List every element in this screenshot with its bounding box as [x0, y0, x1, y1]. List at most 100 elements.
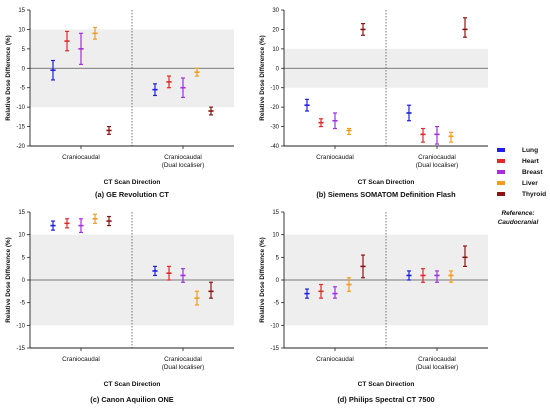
category-label: Craniocaudal (Dual localiser)	[416, 154, 459, 169]
legend-label: Lung	[522, 147, 538, 154]
reference-value: Caudocranial	[498, 219, 539, 226]
category-label-line: Craniocaudal	[62, 154, 100, 161]
category-label: Craniocaudal	[62, 356, 100, 363]
data-point-heart	[318, 118, 324, 128]
category-label-line: Craniocaudal	[418, 154, 456, 161]
y-tick-label: 5	[22, 255, 26, 261]
panel-title: (b) Siemens SOMATOM Definition Flash	[316, 190, 456, 199]
data-point-liver	[346, 127, 352, 135]
category-label-line: Craniocaudal	[316, 356, 354, 363]
x-axis-title: CT Scan Direction	[104, 179, 161, 186]
data-point-liver	[448, 131, 454, 143]
data-point-breast	[180, 268, 186, 283]
legend-label: Liver	[522, 180, 538, 187]
data-point-thyroid	[360, 23, 366, 36]
data-point-lung	[304, 98, 310, 112]
panel-title: (a) GE Revolution CT	[95, 190, 169, 199]
data-point-lung	[406, 270, 412, 281]
y-tick-label: 10	[272, 47, 279, 53]
y-tick-label: 30	[272, 8, 279, 14]
legend-label: Thyroid	[522, 191, 546, 198]
y-tick-label: 10	[18, 233, 25, 239]
category-label-line: Craniocaudal	[164, 154, 202, 161]
category-label-line: Craniocaudal	[62, 356, 100, 363]
y-tick-label: -15	[16, 125, 25, 131]
y-tick-label: -30	[270, 125, 279, 131]
y-tick-label: 0	[276, 66, 280, 72]
y-tick-label: -10	[16, 323, 25, 329]
data-point-heart	[64, 218, 70, 229]
y-axis-title: Relative Dose Difference (%)	[259, 35, 266, 120]
y-tick-label: -5	[20, 301, 26, 307]
data-point-breast	[434, 270, 440, 283]
data-point-breast	[180, 77, 186, 99]
category-label-line: (Dual localiser)	[162, 162, 205, 169]
legend-label: Heart	[522, 158, 540, 165]
data-point-thyroid	[462, 17, 468, 38]
x-axis-title: CT Scan Direction	[104, 381, 161, 388]
data-point-thyroid	[208, 106, 214, 116]
y-tick-label: -10	[270, 323, 279, 329]
data-point-breast	[434, 125, 440, 145]
data-point-heart	[420, 268, 426, 283]
y-tick-label: -15	[16, 346, 25, 352]
y-tick-label: -15	[270, 346, 279, 352]
legend-item-heart: Heart	[497, 158, 540, 165]
legend-swatch	[497, 159, 505, 163]
data-point-liver	[92, 26, 98, 40]
category-label-line: Craniocaudal	[418, 356, 456, 363]
data-point-heart	[420, 127, 426, 143]
reference-label: Reference:	[501, 210, 534, 217]
x-axis-title: CT Scan Direction	[358, 381, 415, 388]
legend-swatch	[497, 181, 505, 185]
panel-title: (d) Philips Spectral CT 7500	[337, 395, 434, 404]
legend-item-breast: Breast	[497, 169, 543, 176]
y-tick-label: -10	[270, 86, 279, 92]
legend-item-thyroid: Thyroid	[497, 191, 546, 198]
y-tick-label: 0	[22, 278, 26, 284]
legend-swatch	[497, 170, 505, 174]
y-tick-label: -5	[274, 301, 280, 307]
data-point-liver	[346, 277, 352, 292]
data-point-thyroid	[208, 281, 214, 299]
legend-item-liver: Liver	[497, 180, 538, 187]
category-label: Craniocaudal	[316, 356, 354, 363]
y-tick-label: 5	[22, 47, 26, 53]
category-label-line: Craniocaudal	[164, 356, 202, 363]
y-axis-title: Relative Dose Difference (%)	[259, 237, 266, 322]
category-label: Craniocaudal (Dual localiser)	[162, 356, 205, 371]
data-point-heart	[318, 283, 324, 299]
y-tick-label: 15	[18, 210, 25, 216]
data-point-thyroid	[106, 125, 112, 135]
data-point-lung	[406, 104, 412, 122]
y-tick-label: 20	[272, 27, 279, 33]
legend-swatch	[497, 192, 505, 196]
legend-label: Breast	[522, 169, 543, 176]
data-point-lung	[304, 288, 310, 299]
legend-item-lung: Lung	[497, 147, 538, 154]
data-point-thyroid	[360, 254, 366, 279]
category-label-line: (Dual localiser)	[416, 364, 459, 371]
y-tick-label: 15	[18, 8, 25, 14]
category-label-line: Craniocaudal	[316, 154, 354, 161]
y-tick-label: 10	[272, 233, 279, 239]
y-tick-label: 10	[18, 27, 25, 33]
category-label-line: (Dual localiser)	[416, 162, 459, 169]
x-axis-title: CT Scan Direction	[358, 179, 415, 186]
data-point-lung	[152, 83, 158, 97]
data-point-lung	[152, 265, 158, 277]
data-point-liver	[448, 270, 454, 283]
data-point-breast	[332, 286, 338, 299]
data-point-lung	[50, 59, 56, 81]
y-axis-title: Relative Dose Difference (%)	[5, 237, 12, 322]
category-label: Craniocaudal	[316, 154, 354, 161]
data-point-heart	[166, 265, 172, 281]
y-tick-label: 15	[272, 210, 279, 216]
y-tick-label: -20	[16, 144, 25, 150]
data-point-thyroid	[462, 245, 468, 267]
